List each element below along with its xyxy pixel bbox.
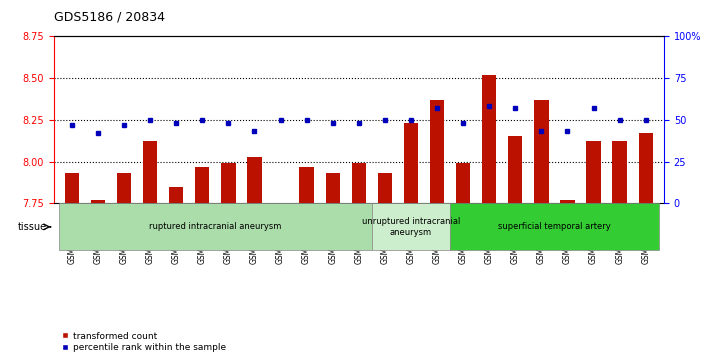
Text: ruptured intracranial aneurysm: ruptured intracranial aneurysm bbox=[149, 223, 281, 231]
Bar bbox=[534, 100, 548, 363]
Bar bbox=[143, 142, 157, 363]
Bar bbox=[430, 100, 444, 363]
Bar bbox=[404, 123, 418, 363]
Text: GDS5186 / 20834: GDS5186 / 20834 bbox=[54, 11, 164, 24]
Bar bbox=[378, 173, 392, 363]
Bar bbox=[247, 156, 261, 363]
Bar bbox=[65, 173, 79, 363]
Legend: transformed count, percentile rank within the sample: transformed count, percentile rank withi… bbox=[58, 328, 230, 356]
Text: tissue: tissue bbox=[17, 222, 46, 232]
Bar bbox=[586, 142, 600, 363]
Bar bbox=[273, 203, 288, 363]
Bar bbox=[482, 75, 496, 363]
Bar bbox=[351, 163, 366, 363]
Bar bbox=[508, 136, 523, 363]
Bar bbox=[326, 173, 340, 363]
Bar bbox=[299, 167, 313, 363]
Bar bbox=[117, 173, 131, 363]
Bar bbox=[456, 163, 471, 363]
Bar bbox=[195, 167, 209, 363]
Text: unruptured intracranial
aneurysm: unruptured intracranial aneurysm bbox=[362, 217, 460, 237]
Bar bbox=[91, 200, 105, 363]
Bar bbox=[221, 163, 236, 363]
Bar bbox=[638, 133, 653, 363]
Text: superficial temporal artery: superficial temporal artery bbox=[498, 223, 610, 231]
Bar bbox=[560, 200, 575, 363]
Bar bbox=[169, 187, 183, 363]
Bar bbox=[613, 142, 627, 363]
